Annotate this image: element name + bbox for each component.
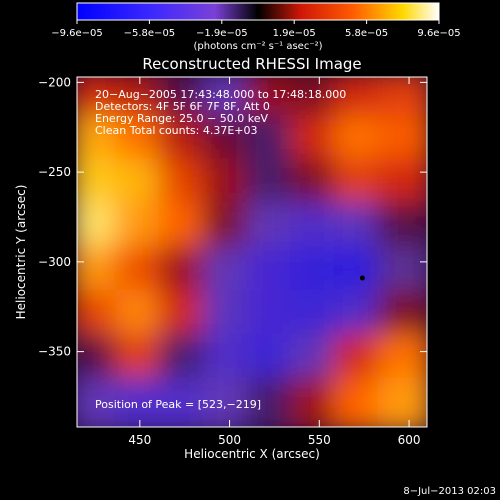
chart-title: Reconstructed RHESSI Image — [142, 55, 361, 73]
annotation-line: 20−Aug−2005 17:43:48.000 to 17:48:18.000 — [95, 88, 346, 101]
annotations: 20−Aug−2005 17:43:48.000 to 17:48:18.000… — [95, 88, 346, 137]
colorbar-tick-label: 9.6e−05 — [417, 28, 460, 39]
colorbar-tick-label: 5.8e−05 — [345, 28, 388, 39]
x-tick-label: 450 — [128, 433, 151, 447]
y-tick-label: −350 — [38, 345, 71, 359]
annotation-line: Energy Range: 25.0 − 50.0 keV — [95, 112, 269, 125]
y-tick-label: −300 — [38, 255, 71, 269]
annotation-line: Clean Total counts: 4.37E+03 — [95, 124, 258, 137]
x-axis-label: Heliocentric X (arcsec) — [184, 447, 320, 461]
colorbar: −9.6e−05 −5.8e−05 −1.9e−05 1.9e−05 5.8e−05 9.… — [51, 2, 461, 52]
y-axis: −350 −300 −250 −200 — [38, 75, 427, 359]
plot-area — [77, 77, 427, 427]
colorbar-tick-label: −1.9e−05 — [196, 28, 248, 39]
heatmap-cell — [377, 377, 427, 427]
colorbar-tick-label: −9.6e−05 — [51, 28, 103, 39]
x-tick-label: 500 — [218, 433, 241, 447]
x-tick-label: 550 — [308, 433, 331, 447]
footer-timestamp: 8−Jul−2013 02:03 — [403, 486, 496, 497]
colorbar-tick-labels: −9.6e−05 −5.8e−05 −1.9e−05 1.9e−05 5.8e−05 9.… — [51, 28, 460, 39]
annotation-line: Detectors: 4F 5F 6F 7F 8F, Att 0 — [95, 100, 270, 113]
peak-position-label: Position of Peak = [523,−219] — [95, 398, 261, 411]
colorbar-ticks — [76, 20, 440, 24]
colorbar-tick-label: −5.8e−05 — [124, 28, 176, 39]
y-axis-label: Heliocentric Y (arcsec) — [14, 185, 28, 320]
colorbar-tick-label: 1.9e−05 — [273, 28, 316, 39]
plot-frame — [76, 76, 428, 428]
x-tick-label: 600 — [398, 433, 421, 447]
peak-marker — [359, 275, 365, 281]
y-tick-label: −200 — [38, 75, 71, 89]
colorbar-gradient — [76, 2, 440, 21]
x-axis: 450 500 550 600 — [128, 77, 421, 447]
colorbar-unit-label: (photons cm⁻² s⁻¹ asec⁻²) — [193, 41, 322, 52]
y-tick-label: −250 — [38, 165, 71, 179]
